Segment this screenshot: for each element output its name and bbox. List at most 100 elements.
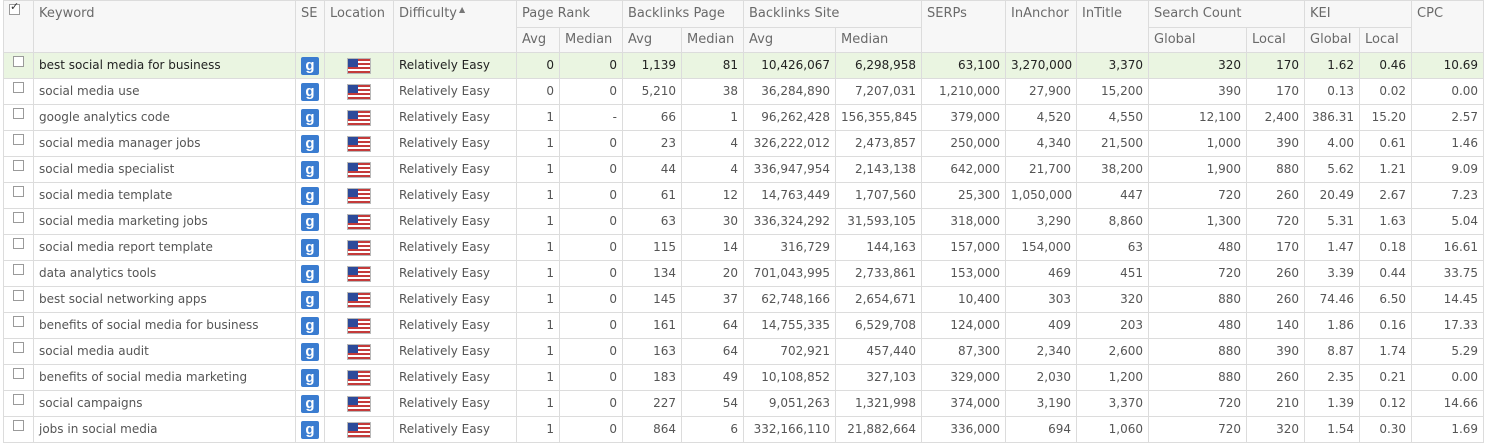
row-checkbox[interactable] (13, 264, 24, 275)
row-checkbox[interactable] (13, 238, 24, 249)
cell-keyword[interactable]: social media template (33, 182, 296, 209)
cell-keyword[interactable]: benefits of social media for business (33, 312, 296, 339)
table-row[interactable]: social media report template g Relatively … (3, 234, 1485, 261)
row-select-cell[interactable] (3, 286, 34, 313)
subheader-backlinks-site-median[interactable]: Median (834, 27, 923, 53)
table-row[interactable]: benefits of social media marketing g Relat… (3, 364, 1485, 391)
header-intitle[interactable]: InTitle (1076, 0, 1150, 28)
cell-intitle: 38,200 (1076, 156, 1150, 183)
row-checkbox[interactable] (13, 212, 24, 223)
cell-kei-local: 0.18 (1359, 234, 1413, 261)
us-flag-icon (347, 395, 371, 412)
cell-backlinks-page-median: 49 (681, 364, 744, 391)
table-row[interactable]: best social media for business g Relativel… (3, 52, 1485, 79)
subheader-page-rank-avg[interactable]: Avg (516, 27, 560, 53)
cell-keyword[interactable]: social media use (33, 78, 296, 105)
row-checkbox[interactable] (13, 134, 24, 145)
row-select-cell[interactable] (3, 208, 34, 235)
row-checkbox[interactable] (13, 108, 24, 119)
cell-keyword[interactable]: best social networking apps (33, 286, 296, 313)
select-all-checkbox[interactable] (9, 2, 20, 15)
header-keyword[interactable]: Keyword (33, 0, 296, 53)
header-location[interactable]: Location (324, 0, 394, 53)
table-row[interactable]: benefits of social media for business g Re… (3, 312, 1485, 339)
header-backlinks-site[interactable]: Backlinks Site (742, 0, 923, 28)
cell-page-rank-avg: 1 (516, 260, 560, 287)
row-select-cell[interactable] (3, 78, 34, 105)
row-select-cell[interactable] (3, 364, 34, 391)
row-select-cell[interactable] (3, 260, 34, 287)
cell-page-rank-median: 0 (559, 312, 623, 339)
table-row[interactable]: social media template g Relatively Easy 1 0 6… (3, 182, 1485, 209)
row-select-cell[interactable] (3, 130, 34, 157)
row-select-cell[interactable] (3, 416, 34, 443)
cell-keyword[interactable]: social media report template (33, 234, 296, 261)
table-row[interactable]: data analytics tools g Relatively Easy 1 0 13… (3, 260, 1485, 287)
table-row[interactable]: social media marketing jobs g Relatively E… (3, 208, 1485, 235)
row-checkbox[interactable] (13, 160, 24, 171)
cell-keyword[interactable]: google analytics code (33, 104, 296, 131)
select-all-header[interactable] (3, 0, 34, 53)
subheader-backlinks-page-median[interactable]: Median (681, 27, 744, 53)
cell-page-rank-median: 0 (559, 78, 623, 105)
row-select-cell[interactable] (3, 52, 34, 79)
row-select-cell[interactable] (3, 182, 34, 209)
header-search-count[interactable]: Search Count (1148, 0, 1306, 28)
keyword-table: Keyword SE Location Difficulty▲ Page Ran… (3, 0, 1485, 443)
cell-se: g (295, 78, 325, 105)
table-row[interactable]: social media audit g Relatively Easy 1 0 163 6… (3, 338, 1485, 365)
header-kei[interactable]: KEI (1304, 0, 1413, 28)
subheader-search-count-global[interactable]: Global (1148, 27, 1248, 53)
row-checkbox[interactable] (13, 82, 24, 93)
row-checkbox[interactable] (13, 316, 24, 327)
row-select-cell[interactable] (3, 338, 34, 365)
subheader-backlinks-page-avg[interactable]: Avg (622, 27, 682, 53)
cell-search-count-local: 320 (1246, 416, 1306, 443)
row-select-cell[interactable] (3, 312, 34, 339)
cell-keyword[interactable]: social media manager jobs (33, 130, 296, 157)
cell-search-count-local: 210 (1246, 390, 1306, 417)
subheader-backlinks-site-avg[interactable]: Avg (743, 27, 836, 53)
cell-keyword[interactable]: social media marketing jobs (33, 208, 296, 235)
table-row[interactable]: social media specialist g Relatively Easy 1… (3, 156, 1485, 183)
row-checkbox[interactable] (13, 186, 24, 197)
row-checkbox[interactable] (13, 368, 24, 379)
row-checkbox[interactable] (13, 290, 24, 301)
header-se[interactable]: SE (295, 0, 325, 53)
row-select-cell[interactable] (3, 390, 34, 417)
cell-backlinks-page-avg: 864 (622, 416, 682, 443)
row-select-cell[interactable] (3, 156, 34, 183)
header-inanchor[interactable]: InAnchor (1005, 0, 1078, 28)
row-checkbox[interactable] (13, 342, 24, 353)
cell-keyword[interactable]: best social media for business (33, 52, 296, 79)
table-row[interactable]: google analytics code g Relatively Easy 1-6… (3, 104, 1485, 131)
subheader-page-rank-median[interactable]: Median (559, 27, 623, 53)
header-cpc[interactable]: CPC (1411, 0, 1485, 28)
row-checkbox[interactable] (13, 56, 24, 67)
cell-keyword[interactable]: social media audit (33, 338, 296, 365)
cell-backlinks-site-median: 2,473,857 (834, 130, 923, 157)
header-backlinks-page[interactable]: Backlinks Page (622, 0, 744, 28)
row-checkbox[interactable] (13, 394, 24, 405)
table-row[interactable]: jobs in social media g Relatively Easy 1 0 86… (3, 416, 1485, 443)
row-select-cell[interactable] (3, 234, 34, 261)
table-row[interactable]: social media manager jobs g Relatively Eas… (3, 130, 1485, 157)
table-row[interactable]: best social networking apps g Relatively E… (3, 286, 1485, 313)
cell-keyword[interactable]: jobs in social media (33, 416, 296, 443)
cell-keyword[interactable]: social media specialist (33, 156, 296, 183)
subheader-kei-local[interactable]: Local (1359, 27, 1413, 53)
table-row[interactable]: social campaigns g Relatively Easy 1 0 227 54 9… (3, 390, 1485, 417)
header-difficulty[interactable]: Difficulty ▲ (393, 0, 517, 53)
cell-backlinks-site-median: 457,440 (834, 338, 923, 365)
table-row[interactable]: social media use g Relatively Easy 0 0 5,210 3… (3, 78, 1485, 105)
subheader-kei-global[interactable]: Global (1304, 27, 1361, 53)
cell-keyword[interactable]: social campaigns (33, 390, 296, 417)
row-checkbox[interactable] (13, 420, 24, 431)
header-page-rank[interactable]: Page Rank (516, 0, 623, 28)
subheader-search-count-local[interactable]: Local (1246, 27, 1306, 53)
header-serps[interactable]: SERPs (921, 0, 1007, 28)
cell-kei-local: 2.67 (1359, 182, 1413, 209)
cell-keyword[interactable]: benefits of social media marketing (33, 364, 296, 391)
cell-keyword[interactable]: data analytics tools (33, 260, 296, 287)
row-select-cell[interactable] (3, 104, 34, 131)
